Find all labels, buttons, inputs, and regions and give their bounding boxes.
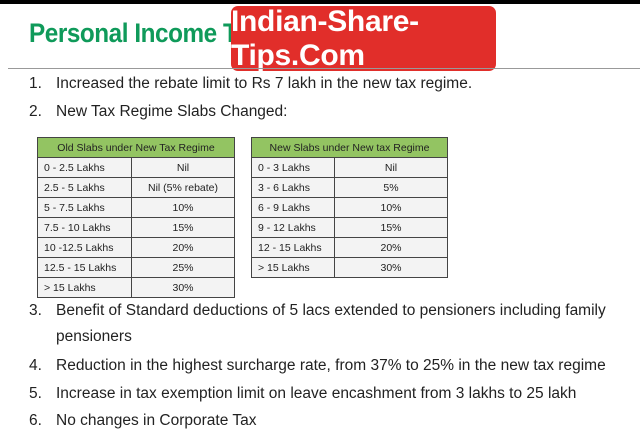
tax-rate: 20% (334, 237, 448, 258)
table-header: New Slabs under New tax Regime (251, 137, 448, 158)
old-slabs-table: Old Slabs under New Tax Regime 0 - 2.5 L… (37, 137, 235, 298)
tax-rate: Nil (334, 157, 448, 178)
item-number: 6. (29, 412, 42, 429)
page-title: Personal Income Tax (29, 18, 262, 48)
slab-range: 0 - 3 Lakhs (251, 157, 335, 178)
table-row: 6 - 9 Lakhs 10% (251, 197, 448, 218)
new-slabs-table: New Slabs under New tax Regime 0 - 3 Lak… (251, 137, 448, 278)
table-header: Old Slabs under New Tax Regime (37, 137, 235, 158)
item-text: Benefit of Standard deductions of 5 lacs… (56, 302, 606, 319)
tax-rate: 10% (334, 197, 448, 218)
item-text: Increase in tax exemption limit on leave… (56, 385, 577, 402)
slab-range: 12.5 - 15 Lakhs (37, 257, 132, 278)
item-number: 5. (29, 385, 42, 402)
slab-range: 3 - 6 Lakhs (251, 177, 335, 198)
table-row: 12.5 - 15 Lakhs 25% (37, 257, 235, 278)
slab-range: > 15 Lakhs (251, 257, 335, 278)
slab-range: 5 - 7.5 Lakhs (37, 197, 132, 218)
table-row: 0 - 3 Lakhs Nil (251, 157, 448, 178)
slab-range: 9 - 12 Lakhs (251, 217, 335, 238)
table-row: 10 -12.5 Lakhs 20% (37, 237, 235, 258)
table-row: > 15 Lakhs 30% (251, 257, 448, 278)
item-number: 3. (29, 302, 42, 319)
table-row: 12 - 15 Lakhs 20% (251, 237, 448, 258)
tax-rate: Nil (131, 157, 235, 178)
table-row: > 15 Lakhs 30% (37, 277, 235, 298)
slab-range: 2.5 - 5 Lakhs (37, 177, 132, 198)
table-row: 9 - 12 Lakhs 15% (251, 217, 448, 238)
tax-rate: 30% (334, 257, 448, 278)
item-text: Increased the rebate limit to Rs 7 lakh … (56, 75, 473, 92)
item-number: 4. (29, 357, 42, 374)
table-row: 0 - 2.5 Lakhs Nil (37, 157, 235, 178)
brand-watermark: Indian-Share-Tips.Com (231, 5, 496, 72)
item-number: 2. (29, 103, 42, 120)
tax-rate: 10% (131, 197, 235, 218)
table-row: 5 - 7.5 Lakhs 10% (37, 197, 235, 218)
divider (8, 68, 640, 69)
tax-rate: 25% (131, 257, 235, 278)
tax-rate: 15% (334, 217, 448, 238)
table-row: 3 - 6 Lakhs 5% (251, 177, 448, 198)
tax-rate: 30% (131, 277, 235, 298)
table-row: 2.5 - 5 Lakhs Nil (5% rebate) (37, 177, 235, 198)
tax-rate: 20% (131, 237, 235, 258)
tax-rate: 5% (334, 177, 448, 198)
top-bar (0, 0, 640, 4)
item-text-continued: pensioners (56, 328, 132, 345)
slab-range: > 15 Lakhs (37, 277, 132, 298)
slab-range: 0 - 2.5 Lakhs (37, 157, 132, 178)
slab-range: 12 - 15 Lakhs (251, 237, 335, 258)
item-text: New Tax Regime Slabs Changed: (56, 103, 288, 120)
item-text: No changes in Corporate Tax (56, 412, 257, 429)
table-row: 7.5 - 10 Lakhs 15% (37, 217, 235, 238)
tax-rate: 15% (131, 217, 235, 238)
slab-range: 10 -12.5 Lakhs (37, 237, 132, 258)
item-text: Reduction in the highest surcharge rate,… (56, 357, 606, 374)
slab-range: 7.5 - 10 Lakhs (37, 217, 132, 238)
tax-rate: Nil (5% rebate) (131, 177, 235, 198)
slab-range: 6 - 9 Lakhs (251, 197, 335, 218)
item-number: 1. (29, 75, 42, 92)
